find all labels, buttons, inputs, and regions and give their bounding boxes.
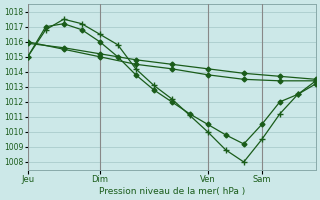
X-axis label: Pression niveau de la mer( hPa ): Pression niveau de la mer( hPa ) — [99, 187, 245, 196]
